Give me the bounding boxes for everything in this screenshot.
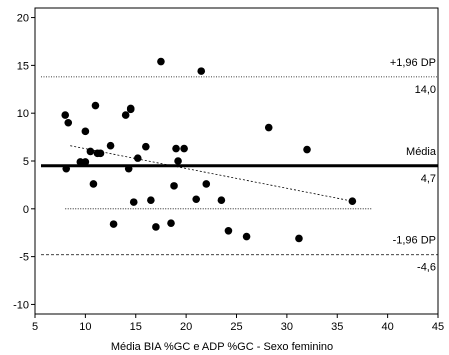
- data-point: [295, 234, 303, 243]
- x-axis: 5 10 15 20 25 30 35 40 45: [32, 314, 444, 333]
- data-point: [172, 144, 180, 153]
- upper-limit-label: +1,96 DP: [390, 57, 436, 69]
- data-point: [202, 180, 211, 188]
- data-point: [81, 127, 90, 136]
- x-axis-label: Média BIA %GC e ADP %GC - Sexo feminino: [111, 341, 333, 353]
- x-tick-label: 45: [432, 321, 444, 333]
- data-point: [86, 147, 95, 156]
- data-point: [192, 195, 200, 204]
- data-point: [167, 219, 175, 227]
- x-tick-label: 15: [130, 321, 142, 333]
- data-point: [174, 157, 182, 165]
- x-tick-label: 40: [382, 321, 394, 333]
- x-tick-label: 35: [331, 321, 343, 333]
- y-tick-label: -10: [13, 299, 29, 311]
- reference-annotations: +1,96 DP 14,0 Média 4,7 -1,96 DP -4,6: [390, 57, 437, 274]
- x-tick-label: 25: [230, 321, 242, 333]
- data-point: [170, 182, 178, 190]
- data-point: [142, 142, 150, 151]
- reference-lines: [41, 76, 438, 256]
- data-point: [224, 227, 233, 235]
- y-tick-label: 15: [17, 60, 29, 72]
- data-point: [81, 158, 90, 166]
- data-point: [109, 220, 118, 228]
- data-point: [147, 196, 155, 205]
- data-point: [64, 118, 73, 127]
- x-tick-label: 30: [281, 321, 293, 333]
- data-point: [96, 149, 105, 158]
- x-tick-label: 10: [79, 321, 91, 333]
- data-point: [91, 101, 100, 110]
- data-points: [61, 57, 357, 243]
- data-point: [62, 164, 71, 173]
- upper-limit-value-label: 14,0: [415, 84, 436, 96]
- data-point: [264, 123, 273, 132]
- data-point: [106, 141, 115, 150]
- data-point: [303, 145, 311, 154]
- y-axis: -10 -5 0 5 10 15 20: [13, 13, 35, 311]
- lower-limit-value-label: -4,6: [417, 262, 436, 274]
- data-point: [121, 111, 130, 119]
- y-tick-label: 20: [17, 13, 29, 25]
- y-tick-label: 5: [23, 156, 29, 168]
- y-tick-label: 0: [23, 204, 29, 216]
- data-point: [126, 105, 135, 114]
- lower-limit-label: -1,96 DP: [393, 235, 436, 247]
- data-point: [61, 111, 70, 119]
- data-point: [124, 164, 133, 173]
- y-tick-label: -5: [19, 252, 29, 264]
- plot-frame: [34, 7, 439, 315]
- data-point: [348, 197, 357, 205]
- y-tick-label: 10: [17, 108, 29, 120]
- data-point: [152, 223, 160, 231]
- data-point: [133, 154, 142, 162]
- data-point: [217, 196, 226, 205]
- data-point: [180, 144, 188, 153]
- data-point: [129, 198, 138, 206]
- data-point: [197, 67, 206, 75]
- data-point: [157, 57, 165, 66]
- mean-value-label: 4,7: [421, 173, 436, 185]
- data-point: [242, 232, 251, 241]
- mean-label: Média: [406, 146, 437, 158]
- data-point: [89, 180, 98, 188]
- x-tick-label: 20: [180, 321, 192, 333]
- x-tick-label: 5: [32, 321, 38, 333]
